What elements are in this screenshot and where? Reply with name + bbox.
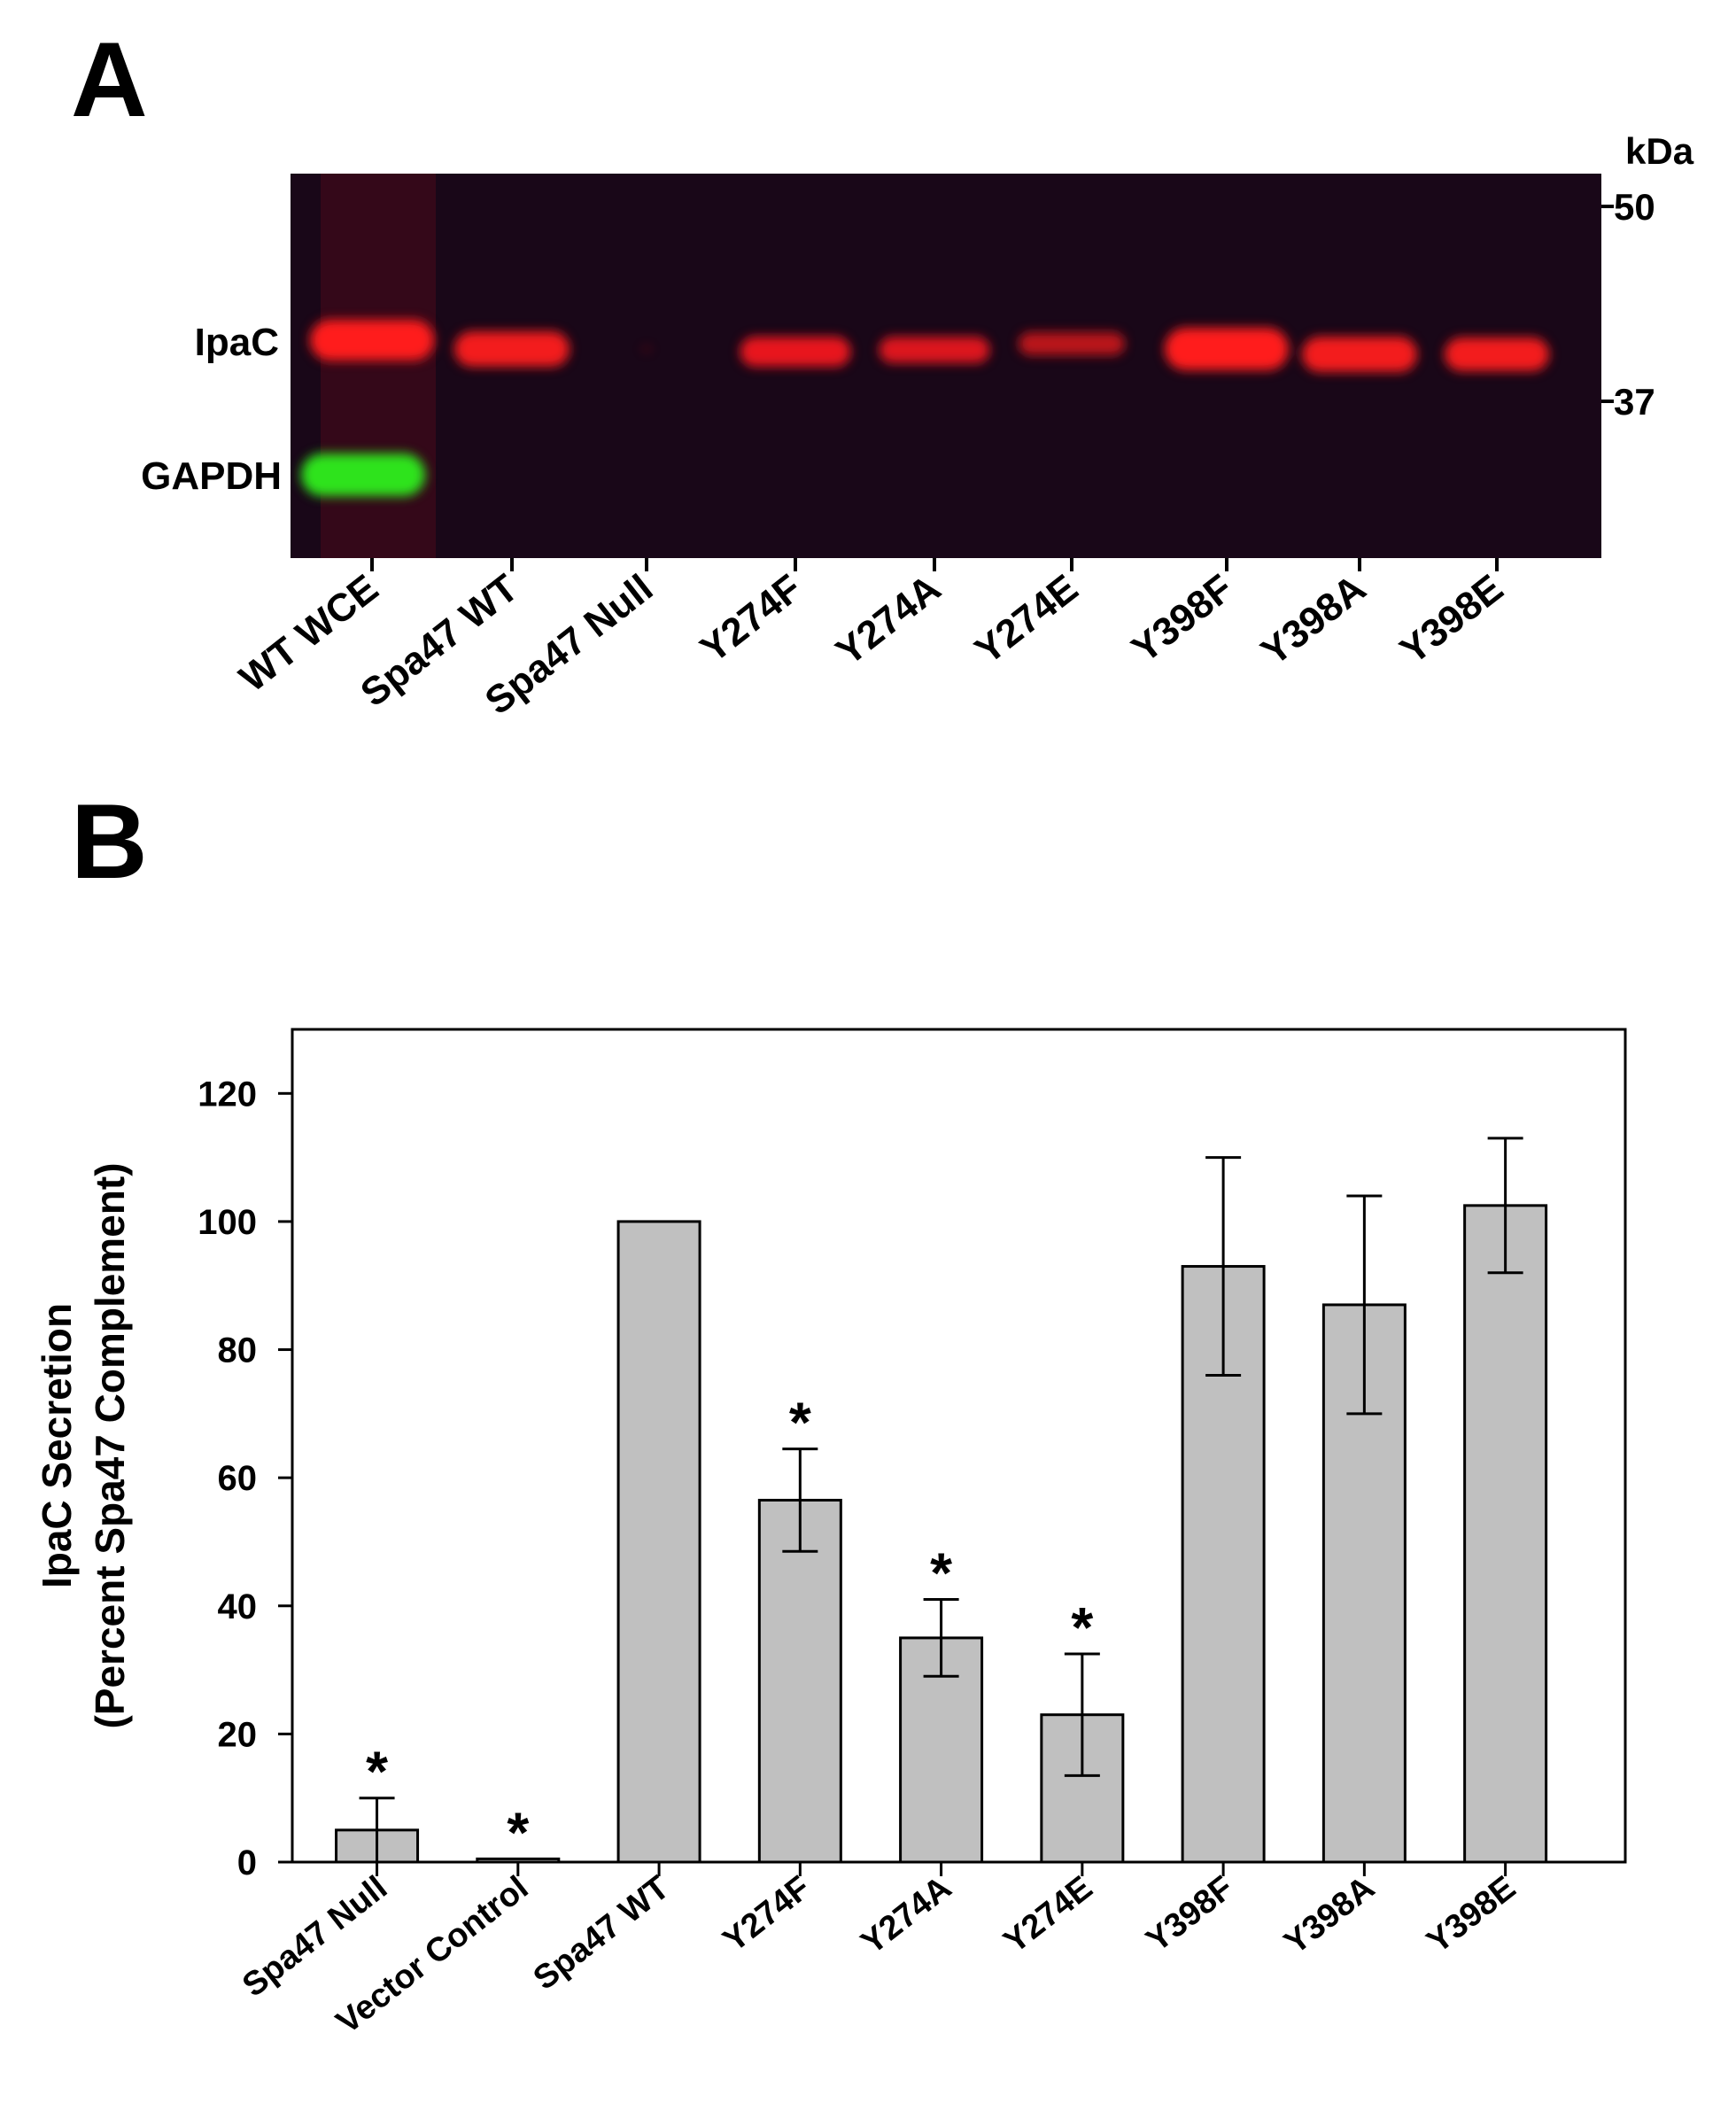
ipac-band-4: [879, 337, 990, 363]
ipac-band-7: [1302, 337, 1417, 372]
bar-2: [616, 1220, 701, 1864]
ipac-band-0: [310, 320, 434, 361]
lane-label-5: Y274E: [967, 566, 1086, 672]
panel-b-label: B: [71, 782, 148, 901]
significance-mark-4: *: [930, 1541, 952, 1605]
y-axis-title: IpaC Secretion: [34, 1303, 80, 1588]
gapdh-band: [301, 454, 425, 496]
y-tick-label-60: 60: [218, 1459, 258, 1498]
ipac-band-6: [1165, 328, 1289, 370]
significance-mark-1: *: [507, 1800, 529, 1864]
marker-50: 50: [1601, 186, 1655, 228]
kda-unit-label: kDa: [1625, 130, 1694, 172]
x-tick-label-2: Spa47 WT: [527, 1869, 677, 1998]
y-tick-label-80: 80: [218, 1331, 258, 1370]
ipac-band-3: [740, 337, 851, 367]
panel-a-label: A: [71, 20, 148, 139]
y-tick-label-120: 120: [198, 1075, 257, 1114]
y-tick-label-20: 20: [218, 1715, 258, 1754]
x-tick-label-8: Y398E: [1420, 1869, 1523, 1960]
x-tick-label-4: Y274A: [855, 1869, 958, 1962]
lane-label-3: Y274F: [693, 566, 810, 671]
lane-label-4: Y274A: [828, 566, 949, 673]
x-tick-label-3: Y274F: [717, 1869, 818, 1960]
western-blot: [291, 174, 1601, 558]
y-tick-label-40: 40: [218, 1587, 258, 1626]
y-axis-subtitle: (Percent Spa47 Complement): [87, 1162, 133, 1728]
lane-label-8: Y398E: [1392, 566, 1511, 672]
ipac-band-5: [1019, 332, 1125, 355]
significance-mark-5: *: [1071, 1595, 1093, 1659]
bar-3: [757, 1498, 842, 1864]
marker-37-label: 37: [1614, 381, 1655, 423]
ipac-band-1: [454, 331, 570, 367]
x-tick-label-5: Y274E: [997, 1869, 1100, 1960]
bar-8: [1463, 1204, 1548, 1864]
ipac-band-2: [642, 346, 651, 352]
x-tick-label-6: Y398F: [1140, 1869, 1241, 1960]
bar-5: [1040, 1713, 1125, 1864]
x-tick-label-7: Y398A: [1277, 1869, 1381, 1962]
lane-label-7: Y398A: [1253, 566, 1374, 673]
marker-50-label: 50: [1614, 186, 1655, 228]
y-tick-label-0: 0: [237, 1843, 257, 1882]
lane-label-6: Y398F: [1124, 566, 1241, 671]
significance-mark-0: *: [366, 1740, 388, 1804]
significance-mark-3: *: [789, 1391, 811, 1455]
gapdh-band-label: GAPDH: [141, 454, 282, 498]
ipac-band-8: [1445, 338, 1549, 371]
lane-smear-wt-wce: [321, 174, 436, 558]
marker-37: 37: [1601, 381, 1655, 423]
ipac-band-label: IpaC: [195, 321, 279, 364]
y-tick-label-100: 100: [198, 1203, 257, 1242]
